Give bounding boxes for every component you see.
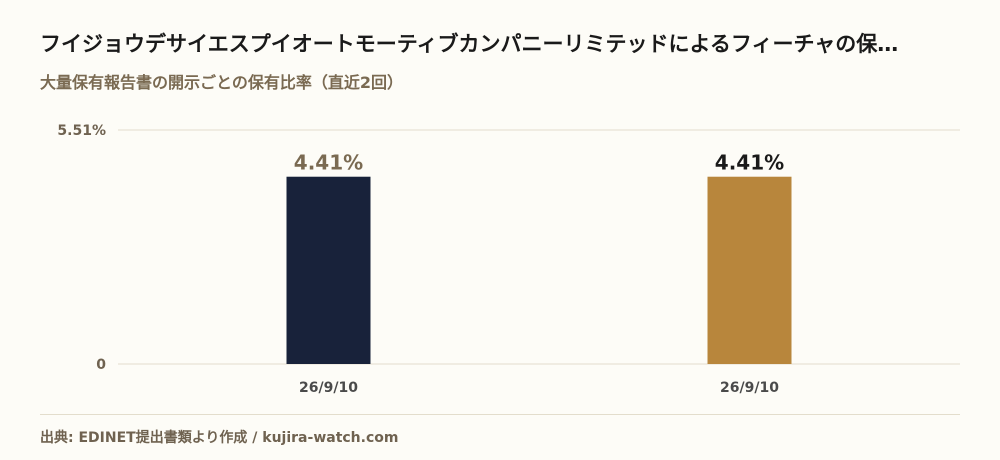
x-tick-label: 26/9/10: [299, 380, 358, 396]
bar: [707, 176, 792, 364]
chart-subtitle: 大量保有報告書の開示ごとの保有比率（直近2回）: [40, 73, 403, 92]
x-tick-label: 26/9/10: [720, 380, 779, 396]
source-note: 出典: EDINET提出書類より作成 / kujira-watch.com: [40, 430, 399, 446]
bar: [286, 176, 371, 364]
data-label: 4.41%: [294, 151, 363, 175]
y-tick-label: 5.51%: [57, 123, 106, 139]
data-label: 4.41%: [715, 151, 784, 175]
bar-chart: 0 5.51% 4.41% 26/9/10 4.41% 26/9/10: [57, 123, 960, 396]
y-tick-label: 0: [96, 357, 106, 373]
chart-title: フイジョウデサイエスプイオートモーティブカンパニーリミテッドによるフィーチャの保…: [40, 32, 899, 56]
footer-divider: [40, 414, 960, 415]
